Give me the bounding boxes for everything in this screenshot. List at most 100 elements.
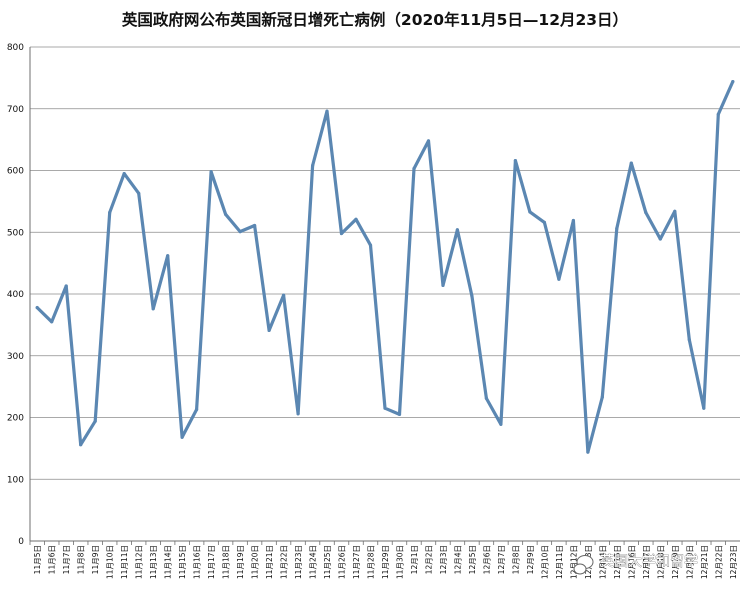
x-tick-label: 11月26日 — [338, 545, 347, 579]
data-point — [238, 230, 242, 234]
y-tick-labels: 0 100 200 300 400 500 600 700 800 — [7, 43, 24, 547]
x-tick-label: 12月5日 — [468, 545, 477, 574]
x-tick-label: 12月7日 — [497, 545, 506, 574]
data-point — [35, 306, 39, 310]
data-point — [557, 277, 561, 281]
data-point — [629, 161, 633, 165]
x-tick-label: 11月15日 — [178, 545, 187, 579]
y-tick-label: 400 — [7, 290, 24, 300]
y-tick-label: 800 — [7, 43, 24, 53]
data-point — [79, 443, 83, 447]
x-tick-label: 11月19日 — [236, 545, 245, 579]
x-tick-label: 11月5日 — [33, 545, 42, 574]
x-tick-label: 12月9日 — [526, 545, 535, 574]
data-point — [137, 191, 141, 195]
y-tick-label: 500 — [7, 228, 24, 238]
x-tick-label: 12月18日 — [656, 545, 665, 579]
data-point — [455, 228, 459, 232]
data-point — [267, 328, 271, 332]
data-point — [209, 170, 213, 174]
x-tick-label: 12月15日 — [613, 545, 622, 579]
wechat-icon — [573, 555, 594, 575]
x-tick-label: 11月28日 — [367, 545, 376, 579]
x-tick-label: 11月12日 — [135, 545, 144, 579]
series-group — [35, 79, 735, 454]
y-tick-label: 300 — [7, 352, 24, 362]
y-tick-label: 100 — [7, 475, 24, 485]
x-tick-label: 11月11日 — [120, 545, 129, 579]
data-point — [513, 159, 518, 163]
data-point — [658, 237, 662, 241]
data-point — [731, 80, 735, 84]
x-tick-label: 11月18日 — [222, 545, 231, 579]
data-point — [383, 406, 387, 410]
data-point — [571, 218, 576, 223]
data-point — [542, 220, 547, 224]
watermark-text: 英国大学和留学 — [600, 553, 698, 570]
data-point — [339, 231, 344, 236]
data-point — [673, 209, 677, 213]
data-point — [397, 412, 402, 416]
x-tick-label: 11月10日 — [106, 545, 115, 579]
x-tick-label: 12月6日 — [482, 545, 491, 574]
x-tick-label: 12月21日 — [700, 545, 709, 579]
x-tick-label: 11月9日 — [91, 545, 100, 574]
x-tick-label: 11月24日 — [309, 545, 318, 579]
axes — [29, 47, 740, 545]
data-point — [325, 109, 329, 113]
x-tick-label: 12月16日 — [627, 545, 636, 579]
y-tick-label: 600 — [7, 167, 24, 177]
data-point — [282, 293, 286, 297]
x-tick-label: 11月21日 — [265, 545, 274, 579]
x-tick-label: 12月10日 — [540, 545, 549, 579]
data-point — [586, 450, 590, 454]
grid-lines — [30, 46, 740, 480]
x-tick-label: 12月2日 — [424, 545, 433, 574]
data-point — [253, 223, 257, 228]
y-tick-label: 700 — [7, 105, 24, 115]
x-tick-label: 11月20日 — [251, 545, 260, 579]
x-tick-label: 12月12日 — [569, 545, 578, 579]
data-point — [64, 284, 68, 288]
x-tick-label: 12月14日 — [598, 545, 607, 579]
x-tick-label: 11月6日 — [48, 545, 57, 574]
x-tick-label: 11月30日 — [395, 545, 404, 579]
x-tick-label: 11月22日 — [280, 545, 289, 579]
x-tick-label: 11月23日 — [294, 545, 303, 579]
data-point — [354, 217, 358, 221]
data-point — [166, 254, 170, 258]
data-point — [426, 139, 431, 143]
x-tick-label: 12月4日 — [453, 545, 462, 574]
data-point — [151, 307, 155, 311]
data-point — [368, 243, 373, 247]
data-point — [50, 320, 54, 324]
y-tick-label: 0 — [18, 537, 24, 547]
x-tick-label: 11月8日 — [77, 545, 86, 574]
x-tick-label: 12月19日 — [671, 545, 680, 579]
x-tick-label: 12月22日 — [714, 545, 723, 579]
data-point — [224, 212, 228, 216]
data-point — [484, 396, 488, 400]
x-tick-label: 12月17日 — [642, 545, 651, 579]
data-point — [108, 210, 112, 215]
x-tick-label: 12月1日 — [410, 545, 419, 574]
x-tick-label: 11月27日 — [352, 545, 361, 579]
x-tick-label: 12月20日 — [685, 545, 694, 579]
x-tick-label: 12月3日 — [439, 545, 448, 574]
data-point — [122, 172, 126, 176]
x-tick-label: 12月23日 — [729, 545, 738, 579]
x-tick-label: 11月13日 — [149, 545, 158, 579]
data-point — [644, 210, 648, 215]
y-tick-label: 200 — [7, 414, 24, 424]
x-tick-label: 11月16日 — [193, 545, 202, 579]
data-point — [615, 226, 619, 231]
x-tick-label: 11月7日 — [62, 545, 71, 574]
data-point — [195, 407, 199, 412]
x-tick-label: 11月17日 — [207, 545, 216, 579]
data-point — [499, 422, 503, 426]
data-point — [716, 112, 720, 116]
data-point — [687, 338, 691, 342]
data-point — [180, 435, 184, 439]
data-point — [412, 167, 416, 171]
